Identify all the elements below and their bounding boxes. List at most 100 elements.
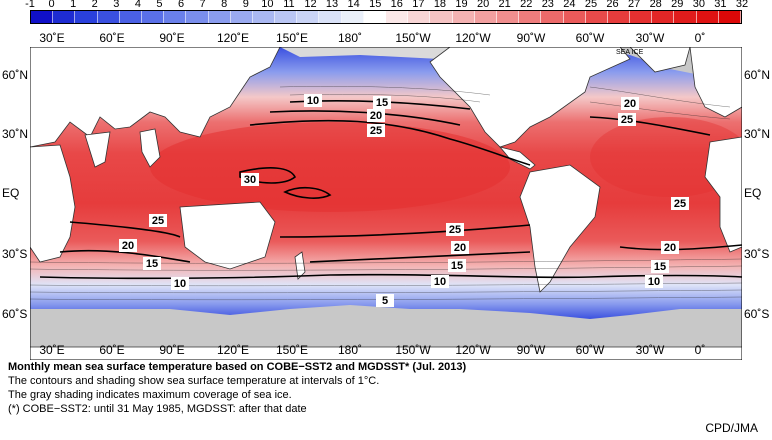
longitude-label: 30˚W — [635, 343, 665, 357]
colorbar-tick-label: 27 — [627, 0, 641, 10]
colorbar-tick-label: 3 — [113, 0, 120, 10]
atlantic-warm — [590, 117, 742, 197]
contour-label-box — [367, 109, 385, 122]
africa-east — [704, 136, 742, 253]
new-zealand — [294, 251, 306, 280]
contour-20-atl-south — [619, 244, 742, 251]
contour-label-box — [143, 257, 161, 270]
colorbar-tick-label: 30 — [692, 0, 705, 10]
colorbar-tick-label: 31 — [714, 0, 727, 10]
colorbar-segment — [563, 11, 586, 23]
colorbar-segment — [363, 11, 386, 23]
contour-label-box — [376, 294, 394, 307]
colorbar-segment — [496, 11, 520, 23]
colorbar-segment — [430, 11, 453, 23]
colorbar-tick-label: 12 — [304, 0, 317, 10]
colorbar-segment — [541, 11, 564, 23]
greenland — [629, 47, 691, 73]
south-america — [519, 164, 601, 293]
contour-label-box — [451, 241, 469, 254]
contour-label-box — [661, 241, 679, 254]
contour-label: 20 — [370, 110, 382, 122]
contour-label: 25 — [674, 198, 686, 210]
contour-label-box — [241, 173, 259, 186]
contour-label: 30 — [244, 174, 256, 186]
latitude-label: EQ — [744, 186, 762, 200]
colorbar-segment — [230, 11, 253, 23]
sst-map: 10 1520252025302525201510201510252015105 … — [30, 47, 742, 360]
contour-label-box — [645, 275, 663, 288]
longitude-label: 30˚E — [39, 343, 65, 357]
india — [84, 131, 111, 168]
caption-line-1: The contours and shading show sea surfac… — [8, 375, 380, 387]
contour-label: 15 — [376, 97, 388, 109]
arctic-sea-ice-2 — [280, 47, 450, 59]
contour-label-box — [448, 259, 466, 272]
contour-25-south — [69, 221, 531, 238]
colorbar-tick-label: -1 — [25, 0, 35, 10]
colorbar-segment — [275, 11, 298, 23]
longitude-label: 120˚E — [216, 31, 250, 45]
longitude-label: 30˚W — [635, 31, 665, 45]
colorbar-segment — [141, 11, 165, 23]
longitude-label: 30˚E — [39, 31, 65, 45]
longitude-label: 150˚W — [395, 343, 431, 357]
colorbar-segment — [585, 11, 608, 23]
colorbar-segment — [75, 11, 98, 23]
contour-label: 20 — [454, 242, 466, 254]
longitude-label: 120˚W — [455, 343, 491, 357]
longitude-label: 90˚W — [516, 31, 546, 45]
colorbar-segment — [630, 11, 653, 23]
colorbar-tick-label: 18 — [433, 0, 447, 10]
colorbar-tick-label: 11 — [283, 0, 295, 10]
colorbar-tick-label: 25 — [584, 0, 598, 10]
contour-30-pacific — [283, 186, 332, 199]
colorbar-segment — [186, 11, 209, 23]
longitude-label: 0˚ — [694, 343, 706, 357]
colorbar-tick-label: 2 — [91, 0, 98, 10]
colorbar-tick-label: 20 — [476, 0, 490, 10]
north-america — [429, 47, 631, 148]
contour-label: 25 — [449, 224, 461, 236]
contour-25-north — [249, 119, 531, 166]
contour-label-box — [119, 239, 137, 252]
colorbar-tick-label: 29 — [671, 0, 684, 10]
colorbar-segment — [341, 11, 364, 23]
colorbar-tick-label: 1 — [70, 0, 77, 10]
credit-label: CPD/JMA — [705, 421, 758, 435]
latitude-label: 60˚N — [744, 68, 771, 82]
colorbar-segment — [208, 11, 231, 23]
colorbar-tick-label: 10 — [261, 0, 274, 10]
colorbar-tick-label: 21 — [498, 0, 511, 10]
longitude-label: 120˚W — [455, 31, 491, 45]
colorbar-segment — [408, 11, 431, 23]
sea-ice-label: SEA ICE — [616, 49, 644, 56]
contour-20-north — [269, 110, 461, 126]
colorbar-segment — [319, 11, 342, 23]
australia — [179, 201, 276, 270]
latitude-label: EQ — [2, 186, 20, 200]
contour-label: 20 — [624, 98, 636, 110]
longitude-label: 150˚W — [395, 31, 431, 45]
longitude-label: 60˚W — [575, 343, 605, 357]
colorbar-tick-label: 23 — [541, 0, 554, 10]
antarctica — [30, 346, 742, 360]
colorbar-segment — [607, 11, 631, 23]
longitude-label: 150˚E — [275, 343, 309, 357]
colorbar-tick-label: 6 — [177, 0, 185, 10]
colorbar-segment — [718, 11, 741, 23]
colorbar-tick-label: 15 — [369, 0, 382, 10]
contour-label-box — [431, 275, 449, 288]
longitude-label: 60˚E — [99, 343, 125, 357]
colorbar-segment — [164, 11, 187, 23]
colorbar-tick-label: 4 — [134, 0, 141, 10]
colorbar-segment — [519, 11, 542, 23]
colorbar-tick-label: 14 — [347, 0, 360, 10]
contour-label: 15 — [654, 261, 666, 273]
longitude-label: 90˚E — [159, 31, 185, 45]
colorbar-segment — [652, 11, 675, 23]
contour-label: 25 — [370, 125, 382, 137]
colorbar-tick-label: 16 — [390, 0, 403, 10]
indochina — [139, 128, 161, 168]
